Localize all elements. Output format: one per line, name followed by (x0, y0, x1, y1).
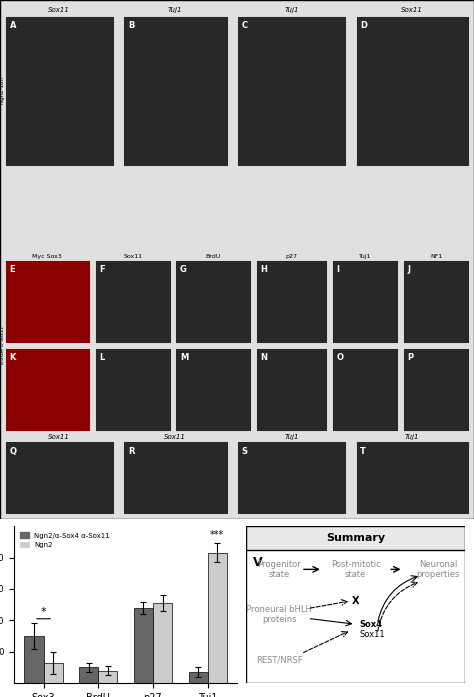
Bar (403, 348, 469, 431)
Text: Sox4: Sox4 (360, 620, 383, 629)
Text: A: A (9, 21, 16, 30)
Text: O: O (337, 353, 344, 362)
Text: NF1: NF1 (430, 254, 442, 259)
Bar (5, 259, 90, 343)
Bar (134, 608, 153, 683)
Text: P: P (408, 353, 414, 362)
Bar (189, 672, 208, 683)
Bar (175, 348, 251, 431)
Bar (332, 348, 398, 431)
Bar (208, 553, 227, 683)
Text: Sox11: Sox11 (48, 7, 70, 13)
Text: p27: p27 (285, 254, 298, 259)
Text: C: C (242, 21, 248, 30)
Text: Neuronal
properties: Neuronal properties (417, 560, 460, 579)
Text: *: * (41, 607, 46, 618)
Text: Tuj1: Tuj1 (359, 254, 371, 259)
Text: K: K (9, 353, 16, 362)
Text: H: H (261, 265, 268, 274)
Bar (44, 663, 63, 683)
Bar (95, 259, 171, 343)
Text: I: I (337, 265, 339, 274)
Text: Sox11: Sox11 (123, 254, 142, 259)
Text: Sox11: Sox11 (360, 629, 385, 638)
Text: R: R (128, 447, 135, 456)
Text: Myc Sox3: Myc Sox3 (32, 254, 63, 259)
Text: Summary: Summary (326, 533, 385, 543)
Legend: Ngn2/α-Sox4 α-Sox11, Ngn2: Ngn2/α-Sox4 α-Sox11, Ngn2 (18, 530, 113, 551)
Text: Proneural bHLH
proteins: Proneural bHLH proteins (246, 605, 312, 624)
Bar (356, 441, 469, 514)
Text: Progenitor
state: Progenitor state (257, 560, 301, 579)
Bar (5, 15, 114, 166)
Bar (153, 603, 172, 683)
Bar (332, 259, 398, 343)
Bar (79, 668, 98, 683)
Text: Sox11: Sox11 (48, 434, 70, 441)
Bar (95, 348, 171, 431)
Text: ***: *** (210, 530, 224, 540)
Text: BrdU: BrdU (206, 254, 221, 259)
Text: T: T (360, 447, 366, 456)
Bar (5, 348, 90, 431)
Text: X: X (352, 596, 359, 606)
Text: D: D (360, 21, 367, 30)
Text: Sox11: Sox11 (164, 434, 186, 441)
Text: REST/NRSF: REST/NRSF (256, 655, 302, 664)
Text: G: G (180, 265, 187, 274)
Bar (5, 441, 114, 514)
Text: L: L (100, 353, 105, 362)
Bar (237, 441, 346, 514)
Text: Tuj1: Tuj1 (284, 7, 299, 13)
Bar (237, 15, 346, 166)
Text: V: V (253, 556, 263, 569)
Bar (256, 348, 327, 431)
Text: S: S (242, 447, 248, 456)
Bar (123, 441, 228, 514)
Text: J: J (408, 265, 410, 274)
Bar (256, 259, 327, 343)
Text: B: B (128, 21, 134, 30)
Text: F: F (100, 265, 105, 274)
Bar (123, 15, 228, 166)
Text: Tuj1: Tuj1 (284, 434, 299, 441)
Bar (403, 259, 469, 343)
Bar (24, 636, 44, 683)
Bar (356, 15, 469, 166)
Text: $\alpha$-Sox4 $\alpha$-Sox11: $\alpha$-Sox4 $\alpha$-Sox11 (0, 325, 6, 365)
Text: Post-mitotic
state: Post-mitotic state (331, 560, 380, 579)
Text: N: N (261, 353, 268, 362)
Text: Tuj1: Tuj1 (405, 434, 419, 441)
Text: Ngn2 10h: Ngn2 10h (0, 77, 5, 105)
Text: Tuj1: Tuj1 (168, 7, 182, 13)
Text: M: M (180, 353, 188, 362)
Text: Q: Q (9, 447, 17, 456)
Bar (175, 259, 251, 343)
Text: Sox11: Sox11 (401, 7, 423, 13)
Bar (98, 671, 118, 683)
Text: E: E (9, 265, 15, 274)
Bar (246, 526, 465, 550)
